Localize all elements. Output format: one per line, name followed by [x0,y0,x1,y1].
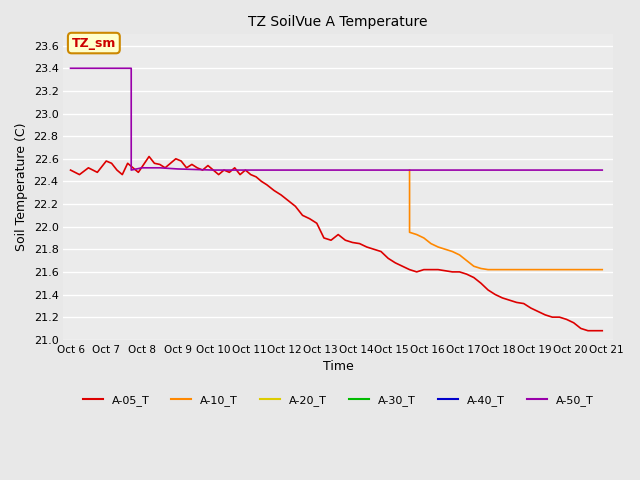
A-50_T [127,167,135,173]
A-50_T [352,167,360,173]
A-10_T [541,267,549,273]
A-10_T [499,267,506,273]
A-10_T [449,249,456,254]
Line: A-05_T: A-05_T [70,156,602,331]
A-50_T [388,167,396,173]
A-10_T [427,241,435,247]
A-10_T [506,267,513,273]
A-10_T [556,267,563,273]
A-50_T [460,167,467,173]
A-50_T [420,167,428,173]
A-10_T [584,267,592,273]
Y-axis label: Soil Temperature (C): Soil Temperature (C) [15,123,28,252]
A-50_T [174,166,182,172]
A-10_T [570,267,577,273]
A-50_T [281,167,289,173]
A-50_T [442,167,449,173]
A-10_T [484,267,492,273]
A-05_T [598,328,606,334]
A-05_T [67,167,74,173]
A-50_T [245,167,253,173]
A-10_T [435,244,442,250]
A-10_T [442,246,449,252]
Line: A-50_T: A-50_T [70,68,602,170]
A-10_T [477,265,484,271]
A-05_T [209,167,217,173]
A-50_T [317,167,324,173]
A-10_T [591,267,599,273]
A-10_T [520,267,527,273]
Title: TZ SoilVue A Temperature: TZ SoilVue A Temperature [248,15,428,29]
A-50_T [495,167,502,173]
A-50_T [406,167,413,173]
Text: TZ_sm: TZ_sm [72,36,116,49]
A-10_T [598,267,606,273]
A-10_T [413,232,420,238]
A-05_T [188,162,196,168]
A-05_T [477,280,484,286]
A-10_T [548,267,556,273]
A-05_T [492,292,499,298]
A-05_T [204,163,212,168]
A-50_T [531,167,538,173]
A-10_T [420,235,428,241]
A-10_T [470,264,477,269]
A-10_T [513,267,520,273]
A-10_T [577,267,585,273]
A-50_T [138,165,146,171]
A-50_T [598,167,606,173]
A-10_T [463,258,470,264]
A-50_T [67,65,74,71]
Line: A-10_T: A-10_T [410,170,602,270]
A-05_T [299,213,307,218]
A-05_T [145,154,153,159]
A-05_T [584,328,592,334]
A-10_T [563,267,570,273]
A-50_T [127,65,135,71]
A-10_T [456,252,463,258]
A-10_T [492,267,499,273]
A-50_T [413,167,420,173]
X-axis label: Time: Time [323,360,353,373]
A-10_T [534,267,542,273]
A-10_T [527,267,535,273]
A-50_T [566,167,574,173]
A-50_T [156,165,164,171]
Legend: A-05_T, A-10_T, A-20_T, A-30_T, A-40_T, A-50_T: A-05_T, A-10_T, A-20_T, A-30_T, A-40_T, … [78,391,598,410]
A-10_T [406,167,413,173]
A-10_T [406,229,413,235]
A-50_T [209,167,217,173]
